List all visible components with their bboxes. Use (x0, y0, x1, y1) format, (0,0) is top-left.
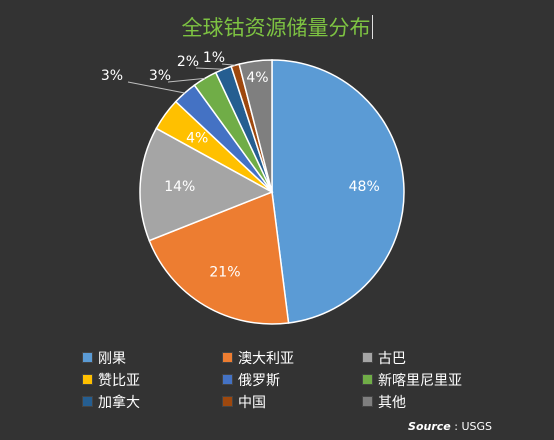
data-label-3: 14% (164, 179, 195, 195)
data-label-5: 3% (101, 68, 123, 84)
chart-title-text: 全球钴资源储量分布 (181, 16, 371, 40)
legend-swatch (82, 396, 93, 407)
legend-label: 刚果 (98, 350, 126, 367)
legend-swatch (362, 352, 373, 363)
data-label-4: 4% (186, 131, 208, 147)
pie-slice-9 (238, 59, 273, 193)
legend-item-8: 中国 (222, 392, 362, 411)
legend-swatch (222, 374, 233, 385)
source-note: Source : USGS (408, 420, 492, 433)
pie-slice-1 (271, 59, 405, 324)
legend-item-1: 刚果 (82, 348, 222, 367)
pie-chart: 48% 21% 14% 4% 3% 3% 2% 1% 4% (101, 50, 405, 325)
legend-label: 俄罗斯 (238, 372, 280, 389)
legend-item-9: 其他 (362, 392, 522, 411)
text-caret (371, 15, 373, 39)
chart-title: 全球钴资源储量分布 (0, 12, 554, 42)
leader-line-8 (221, 63, 236, 66)
legend-item-4: 赞比亚 (82, 370, 222, 389)
legend-swatch (362, 374, 373, 385)
legend-swatch (82, 352, 93, 363)
legend-label: 中国 (238, 394, 266, 411)
pie-slice-3 (139, 127, 274, 242)
leader-line-7 (195, 67, 224, 70)
source-value: : USGS (454, 420, 492, 433)
data-labels: 48% 21% 14% 4% 3% 3% 2% 1% 4% (101, 50, 380, 281)
legend-swatch (362, 396, 373, 407)
leader-lines (127, 63, 236, 94)
legend-label: 古巴 (378, 350, 406, 367)
legend-item-6: 新喀里尼里亚 (362, 370, 522, 389)
legend: 刚果 澳大利亚 古巴赞比亚 俄罗斯 新喀里尼里亚加拿大 中国 其他 (82, 348, 522, 411)
source-label: Source (408, 420, 451, 433)
legend-label: 新喀里尼里亚 (378, 372, 462, 389)
legend-label: 赞比亚 (98, 372, 140, 389)
leader-line-6 (167, 77, 205, 83)
legend-item-5: 俄罗斯 (222, 370, 362, 389)
pie-slice-2 (148, 190, 290, 325)
data-label-8: 1% (203, 50, 225, 66)
legend-label: 澳大利亚 (238, 350, 294, 367)
legend-label: 加拿大 (98, 394, 140, 411)
data-label-7: 2% (177, 54, 199, 70)
data-label-9: 4% (246, 70, 268, 86)
data-label-2: 21% (209, 265, 240, 281)
legend-swatch (222, 396, 233, 407)
legend-swatch (222, 352, 233, 363)
legend-item-2: 澳大利亚 (222, 348, 362, 367)
legend-swatch (82, 374, 93, 385)
pie-slices (139, 59, 405, 325)
leader-line-5 (127, 81, 185, 94)
legend-label: 其他 (378, 394, 406, 411)
legend-item-7: 加拿大 (82, 392, 222, 411)
legend-item-3: 古巴 (362, 348, 522, 367)
data-label-1: 48% (349, 179, 380, 195)
data-label-6: 3% (149, 68, 171, 84)
